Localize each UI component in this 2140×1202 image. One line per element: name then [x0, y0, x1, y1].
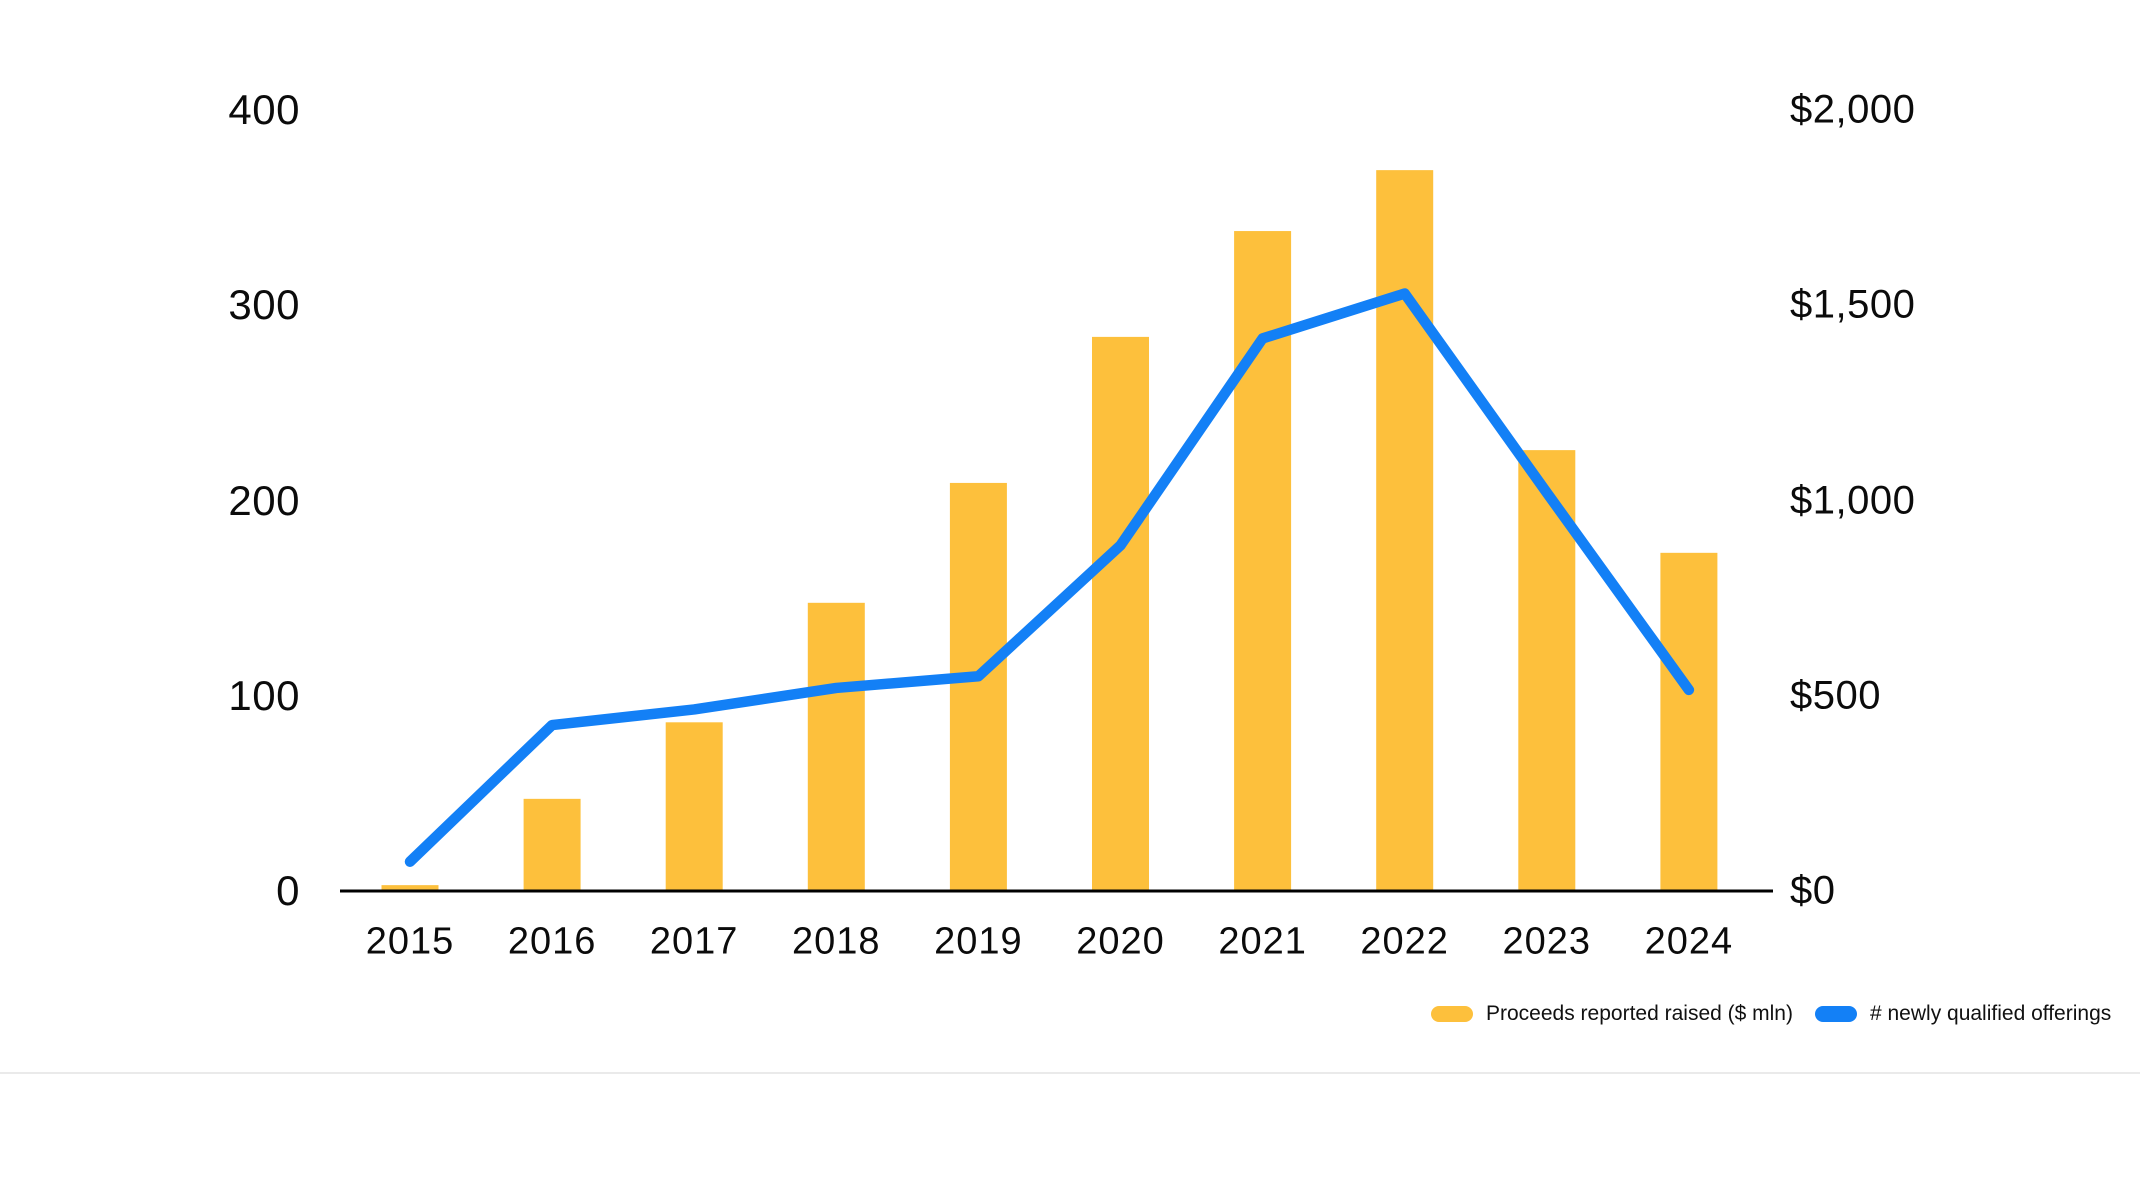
x-axis-label-2023: 2023	[1502, 920, 1592, 963]
bar-2018	[807, 602, 865, 891]
bar-2016	[523, 798, 581, 891]
y-axis-left-tick-0: 0	[276, 867, 300, 914]
x-axis-line	[340, 889, 1773, 893]
offerings-series-label: # newly qualified offerings	[1869, 1002, 2112, 1025]
offerings-line	[404, 288, 1695, 867]
x-axis-label-2015: 2015	[365, 920, 455, 963]
x-axis-label-2024: 2024	[1644, 920, 1734, 963]
y-axis-left-tick-100: 100	[228, 671, 300, 719]
bar-2022	[1376, 170, 1434, 892]
x-axis-label-2020: 2020	[1076, 920, 1165, 963]
offerings-series-swatch	[1814, 1006, 1857, 1022]
bottom-divider	[0, 1072, 2140, 1074]
proceeds-series-label: Proceeds reported raised ($ mln)	[1486, 1002, 1793, 1025]
bar-2020	[1092, 336, 1149, 891]
x-axis-label-2016: 2016	[507, 920, 597, 963]
x-axis-label-2022: 2022	[1360, 920, 1449, 963]
x-axis-label-2018: 2018	[792, 920, 881, 963]
x-axis-label-2017: 2017	[649, 920, 739, 963]
y-axis-right-tick-1000: $1,000	[1790, 478, 1916, 522]
legend: Proceeds reported raised ($ mln) # newly…	[1431, 1002, 2111, 1026]
y-axis-right-tick-1500: $1,500	[1790, 282, 1916, 327]
legend-item-proceeds: Proceeds reported raised ($ mln)	[1431, 1002, 1793, 1026]
y-axis-left-tick-300: 300	[228, 281, 300, 329]
x-axis-label-2021: 2021	[1218, 920, 1307, 963]
x-axis-label-2019: 2019	[934, 920, 1023, 963]
legend-item-offerings: # newly qualified offerings	[1814, 1002, 2112, 1026]
bar-2017	[665, 722, 723, 891]
y-axis-left-tick-200: 200	[228, 476, 300, 524]
y-axis-left-tick-400: 400	[228, 86, 300, 133]
proceeds-series-swatch	[1431, 1006, 1473, 1022]
bar-2015	[381, 885, 439, 891]
y-axis-right-tick-500: $500	[1790, 673, 1881, 718]
y-axis-right-tick-2000: $2,000	[1790, 87, 1916, 132]
y-axis-right-tick-0: $0	[1790, 868, 1836, 913]
bar-2024	[1660, 552, 1718, 891]
bar-2019	[949, 482, 1007, 891]
